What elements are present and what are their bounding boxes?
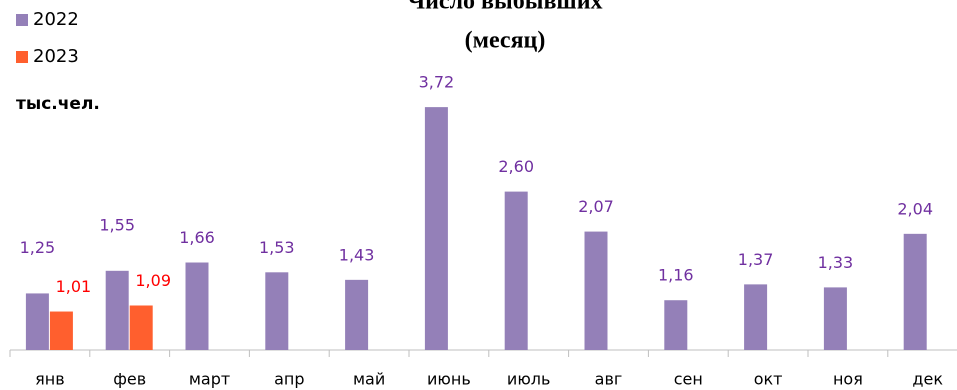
legend-label: 2023 — [33, 46, 79, 67]
bar — [345, 279, 369, 350]
bar — [424, 107, 448, 351]
bar — [504, 191, 528, 350]
bar — [129, 305, 153, 350]
data-label: 1,37 — [738, 250, 774, 269]
bar — [584, 231, 608, 350]
bar — [664, 300, 688, 350]
bar — [265, 272, 289, 350]
data-label: 1,01 — [56, 277, 92, 296]
data-label: 1,55 — [99, 215, 135, 234]
legend-label: 2022 — [33, 9, 79, 30]
bar — [185, 262, 209, 350]
bar — [823, 287, 847, 350]
data-label: 2,04 — [897, 199, 933, 218]
bar — [49, 311, 73, 350]
data-label: 1,16 — [658, 266, 694, 285]
x-tick-label: янв — [35, 370, 65, 389]
data-label: 2,60 — [498, 157, 534, 176]
bar — [744, 284, 768, 350]
x-tick-label: дек — [912, 370, 943, 389]
legend-swatch — [16, 51, 28, 63]
x-tick-label: апр — [274, 370, 304, 389]
data-label: 1,43 — [339, 245, 375, 264]
x-tick-label: июнь — [427, 370, 471, 389]
x-tick-label: окт — [754, 370, 783, 389]
x-tick-label: авг — [595, 370, 623, 389]
x-tick-label: ноя — [833, 370, 863, 389]
data-label: 1,25 — [20, 238, 56, 257]
chart-title: Число выбывших — [407, 0, 602, 15]
x-tick-label: июль — [507, 370, 551, 389]
data-label: 3,72 — [419, 73, 455, 92]
data-label: 1,66 — [179, 228, 215, 247]
bar — [105, 270, 129, 350]
data-label: 1,53 — [259, 238, 295, 257]
data-label: 2,07 — [578, 197, 614, 216]
legend-swatch — [16, 14, 28, 26]
x-tick-label: фев — [113, 370, 146, 389]
x-tick-label: сен — [674, 370, 703, 389]
x-tick-label: март — [189, 370, 230, 389]
chart-subtitle: (месяц) — [465, 28, 546, 54]
unit-label: тыс.чел. — [16, 94, 100, 114]
bar — [25, 293, 49, 350]
data-label: 1,33 — [818, 253, 854, 272]
x-tick-label: май — [353, 370, 385, 389]
bar — [903, 233, 927, 350]
data-label: 1,09 — [135, 271, 171, 290]
